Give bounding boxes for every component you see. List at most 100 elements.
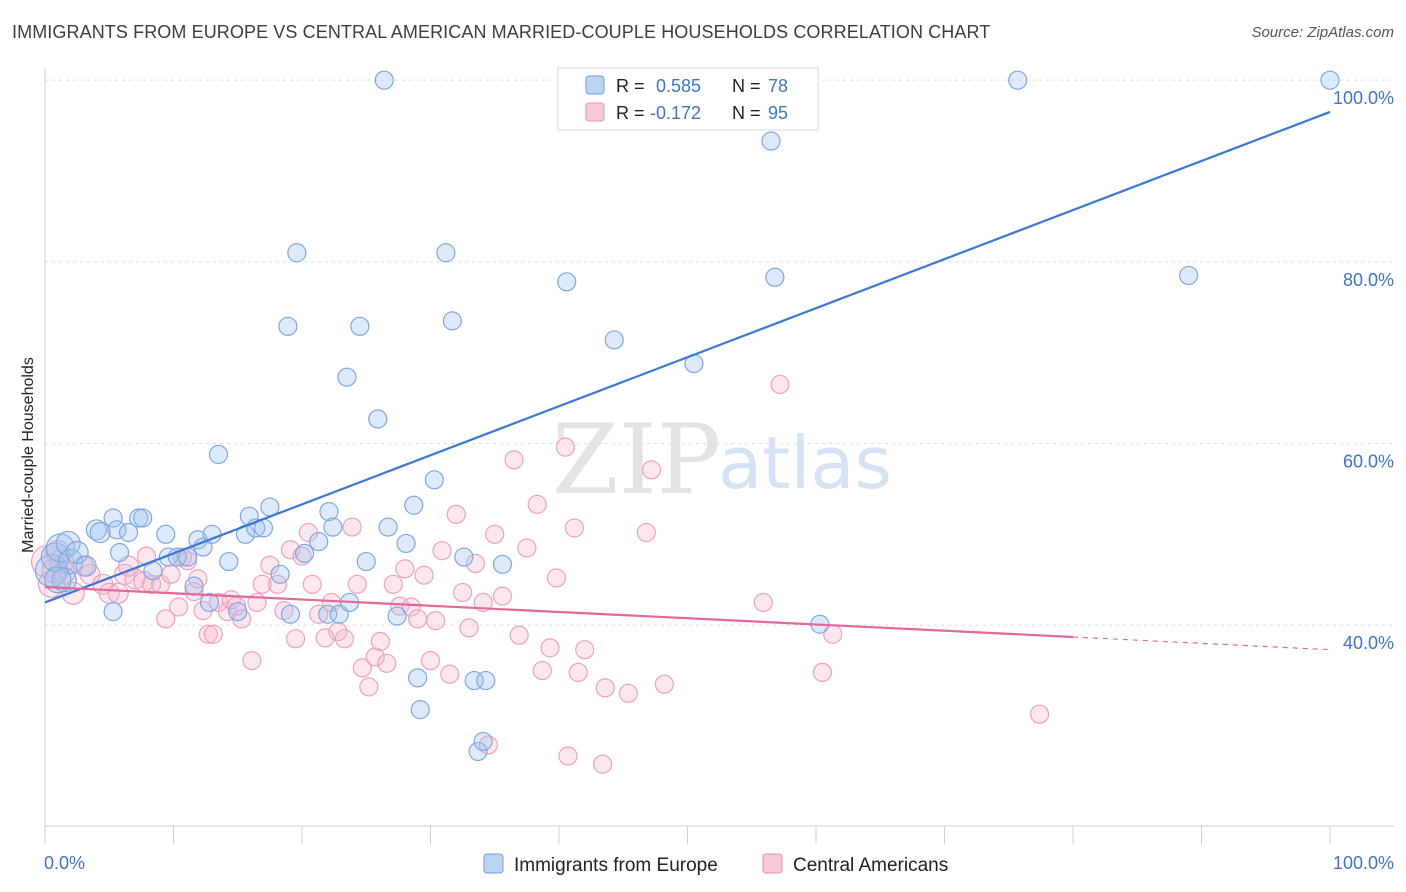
stats-legend: R = 0.585 N = 78 R = -0.172 N = 95 — [557, 67, 819, 131]
europe-point — [107, 520, 127, 540]
europe-point — [404, 495, 424, 515]
central-american-point — [593, 754, 613, 774]
europe-point — [468, 741, 488, 762]
europe-point — [228, 601, 248, 622]
europe-point — [387, 606, 407, 626]
trend-line-europe — [44, 110, 1331, 604]
europe-point — [89, 521, 111, 544]
europe-point — [184, 576, 204, 596]
central-american-point — [198, 624, 218, 644]
trend-line-central-americans — [44, 585, 1074, 639]
bottom-legend-label-blue: Immigrants from Europe — [514, 855, 718, 876]
chart-title: IMMIGRANTS FROM EUROPE VS CENTRAL AMERIC… — [12, 22, 991, 42]
trend-line-central-americans-extension — [1072, 636, 1331, 651]
europe-point — [103, 601, 123, 622]
europe-point — [378, 517, 398, 537]
central-american-point — [564, 518, 585, 538]
bottom-legend-swatch-blue — [483, 853, 504, 874]
central-american-point — [334, 629, 355, 649]
trend-lines — [44, 110, 1331, 651]
europe-point — [492, 554, 513, 574]
central-american-point — [568, 662, 588, 683]
central-american-point — [203, 624, 223, 644]
europe-point — [103, 508, 123, 528]
central-american-point — [517, 538, 537, 558]
central-american-point — [654, 674, 674, 694]
europe-point — [294, 543, 315, 564]
europe-point — [454, 547, 474, 567]
central-american-point — [377, 653, 397, 673]
central-american-point — [242, 650, 262, 671]
europe-point — [436, 243, 456, 263]
legend-n-value-pink: 95 — [768, 103, 788, 123]
bottom-legend-label-pink: Central Americans — [793, 855, 948, 876]
europe-point — [410, 700, 430, 720]
central-american-point — [274, 601, 294, 621]
legend-r-label-blue: R = — [616, 76, 645, 96]
europe-point — [309, 531, 329, 552]
central-american-point — [408, 609, 428, 629]
europe-point — [464, 670, 484, 691]
europe-point — [85, 519, 108, 541]
europe-point — [424, 470, 444, 490]
central-american-point — [365, 647, 385, 667]
europe-point — [356, 551, 376, 572]
series-central-americans — [30, 374, 1050, 774]
europe-point — [557, 272, 577, 292]
central-american-point — [770, 374, 790, 395]
central-american-point — [352, 658, 372, 678]
central-american-point — [636, 522, 656, 543]
europe-point — [604, 330, 624, 350]
central-american-point — [575, 640, 595, 660]
europe-point — [761, 131, 781, 151]
europe-point — [396, 533, 416, 554]
central-american-point — [285, 629, 306, 649]
europe-point — [1008, 70, 1028, 90]
central-american-point — [432, 541, 452, 561]
europe-point — [442, 311, 462, 331]
series-immigrants-from-europe — [34, 70, 1340, 762]
central-american-point — [527, 494, 547, 514]
europe-point — [219, 551, 239, 572]
europe-point — [1320, 70, 1340, 90]
watermark-atlas: atlas — [718, 421, 892, 505]
watermark-zip: ZIP — [552, 404, 721, 516]
europe-point — [319, 502, 339, 522]
central-american-point — [618, 683, 638, 703]
central-american-point — [161, 564, 181, 584]
europe-point — [350, 316, 370, 336]
y-tick-label-80: 80.0% — [1343, 270, 1394, 290]
central-american-point — [812, 662, 833, 683]
legend-swatch-blue — [585, 75, 605, 95]
central-american-point — [532, 660, 552, 681]
central-american-point — [420, 650, 441, 671]
legend-n-label-pink: N = — [732, 103, 761, 123]
central-american-point — [169, 597, 189, 617]
central-american-point — [328, 621, 348, 642]
legend-n-value-blue: 78 — [768, 76, 788, 96]
central-american-point — [459, 618, 479, 638]
europe-point — [476, 670, 496, 691]
central-american-point — [395, 559, 415, 579]
y-tick-label-40: 40.0% — [1343, 633, 1394, 653]
europe-point — [318, 604, 338, 624]
europe-point — [55, 530, 81, 557]
europe-point — [270, 564, 290, 584]
europe-point — [765, 267, 785, 287]
central-american-point — [383, 574, 403, 594]
central-american-point — [370, 631, 390, 652]
central-american-point — [546, 568, 567, 588]
central-american-point — [540, 638, 560, 658]
bottom-legend-swatch-pink — [762, 853, 783, 874]
y-tick-label-60: 60.0% — [1343, 452, 1394, 472]
europe-point — [1179, 265, 1199, 286]
central-american-point — [292, 546, 312, 566]
europe-point — [65, 540, 89, 565]
central-american-point — [473, 592, 493, 613]
central-american-point — [1029, 704, 1050, 724]
central-american-point — [555, 437, 576, 457]
central-american-point — [252, 574, 272, 594]
axes — [44, 68, 1394, 844]
central-american-point — [107, 582, 129, 604]
